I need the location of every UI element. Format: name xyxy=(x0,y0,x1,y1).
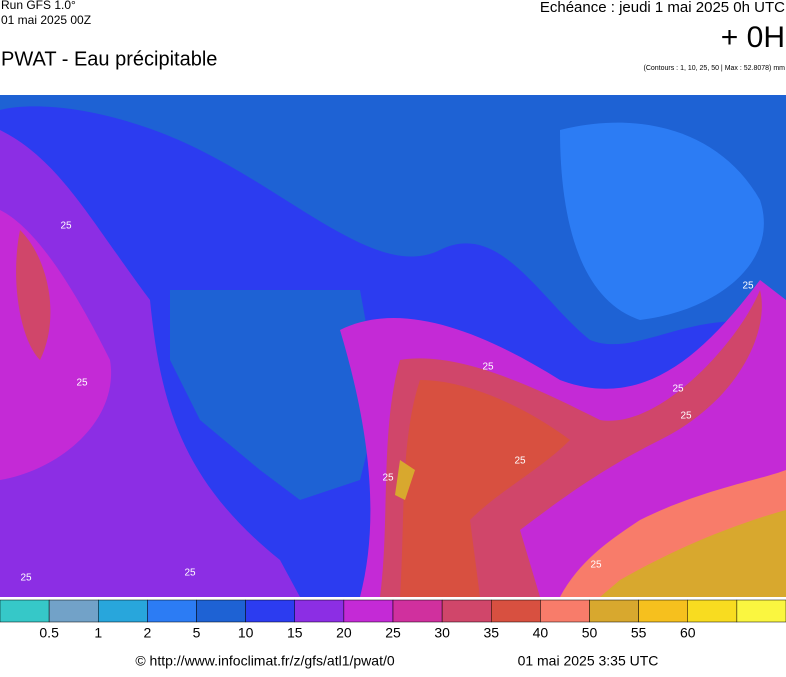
colorbar-label: 20 xyxy=(336,625,352,641)
colorbar-box xyxy=(0,599,50,623)
colorbar-box xyxy=(491,599,541,623)
colorbar-box xyxy=(687,599,738,623)
colorbar-label: 40 xyxy=(533,625,549,641)
colorbar-box xyxy=(98,599,148,623)
contour-label: 25 xyxy=(514,456,526,467)
colorbar-label: 15 xyxy=(287,625,303,641)
footer-time: 01 mai 2025 3:35 UTC xyxy=(518,653,659,669)
contour-label: 25 xyxy=(20,573,32,584)
contour-label: 25 xyxy=(184,568,196,579)
colorbar-label: 25 xyxy=(385,625,401,641)
colorbar-box xyxy=(736,599,786,623)
colorbar-label: 2 xyxy=(143,625,151,641)
contour-label: 25 xyxy=(672,384,684,395)
colorbar-box xyxy=(441,599,492,623)
colorbar-label: 50 xyxy=(582,625,598,641)
run-date: 01 mai 2025 00Z xyxy=(1,13,91,27)
contour-label: 25 xyxy=(60,221,72,232)
colorbar-label: 0.5 xyxy=(39,625,59,641)
contour-label: 25 xyxy=(482,362,494,373)
colorbar-box xyxy=(196,599,246,623)
colorbar-label: 5 xyxy=(193,625,201,641)
colorbar-box xyxy=(48,599,99,623)
footer-url: © http://www.infoclimat.fr/z/gfs/atl1/pw… xyxy=(135,653,395,669)
contour-label: 25 xyxy=(76,378,88,389)
echeance: Echéance : jeudi 1 mai 2025 0h UTC xyxy=(540,0,785,16)
colorbar-box xyxy=(540,599,590,623)
contour-label: 25 xyxy=(742,281,754,292)
colorbar-box xyxy=(638,599,688,623)
map xyxy=(0,95,786,597)
colorbar-label: 10 xyxy=(238,625,254,641)
colorbar-label: 1 xyxy=(94,625,102,641)
colorbar-label: 60 xyxy=(680,625,696,641)
colorbar-box xyxy=(589,599,639,623)
colorbar-box xyxy=(294,599,345,623)
contour-label: 25 xyxy=(590,560,602,571)
colorbar-label: 35 xyxy=(483,625,499,641)
colorbar-label: 55 xyxy=(631,625,647,641)
colorbar-box xyxy=(343,599,394,623)
colorbar-box xyxy=(245,599,295,623)
contours: (Contours : 1, 10, 25, 50 | Max : 52.807… xyxy=(644,65,786,72)
offset: + 0H xyxy=(721,21,785,54)
colorbar-box xyxy=(392,599,443,623)
contour-label: 25 xyxy=(382,473,394,484)
colorbar-label: 30 xyxy=(434,625,450,641)
contour-label: 25 xyxy=(680,411,692,422)
title: PWAT - Eau précipitable xyxy=(1,48,217,70)
colorbar-box xyxy=(147,599,197,623)
run: Run GFS 1.0° xyxy=(1,0,76,12)
